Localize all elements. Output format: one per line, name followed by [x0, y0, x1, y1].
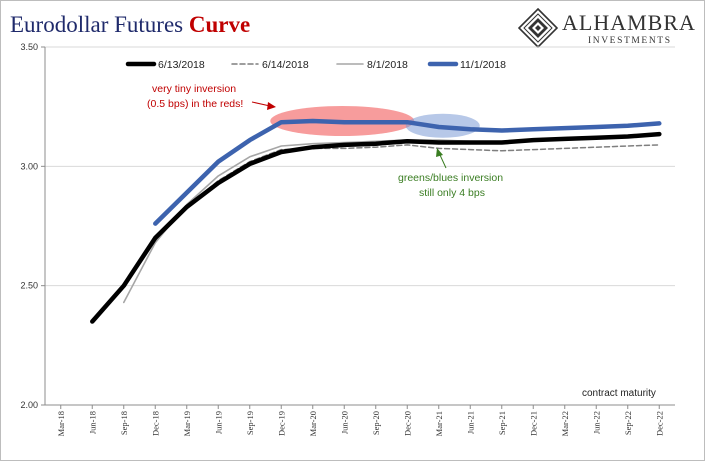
y-tick-label: 3.00 [20, 161, 38, 171]
legend-label-2: 8/1/2018 [367, 59, 408, 71]
x-axis-ticks: Mar-18 Jun-18 Sep-18 Dec-18 Mar-19 Jun-19 Sep-… [56, 405, 664, 436]
x-tick-label: Sep-21 [497, 411, 507, 435]
x-tick-label: Jun-21 [465, 411, 475, 434]
x-tick-label: Mar-21 [434, 411, 444, 436]
title-accent: Curve [188, 12, 251, 37]
y-axis-ticks: 2.00 2.50 3.00 3.50 [20, 42, 45, 410]
alhambra-logo: ALHAMBRA INVESTMENTS [518, 8, 696, 48]
x-tick-label: Dec-20 [402, 411, 412, 436]
x-tick-label: Jun-18 [87, 411, 97, 434]
annotation-red-line-1: very tiny inversion [152, 83, 236, 95]
logo-name: ALHAMBRA [562, 10, 696, 35]
x-tick-label: Mar-20 [308, 411, 318, 436]
annotation-red-arrowhead [267, 102, 276, 110]
x-tick-label: Dec-22 [654, 411, 664, 436]
legend-label-0: 6/13/2018 [158, 59, 205, 71]
x-tick-label: Dec-21 [528, 411, 538, 436]
legend: 6/13/2018 6/14/2018 8/1/2018 11/1/2018 [125, 59, 506, 71]
annotation-green-line-2: still only 4 bps [419, 187, 485, 199]
gridlines [45, 46, 675, 287]
x-tick-label: Sep-20 [371, 411, 381, 435]
x-tick-label: Jun-22 [591, 411, 601, 434]
title-main: Eurodollar Futures [10, 12, 184, 37]
page-title: Eurodollar Futures Curve [10, 12, 250, 38]
x-tick-label: Dec-18 [150, 411, 160, 436]
x-tick-label: Mar-22 [560, 411, 570, 436]
y-tick-label: 2.00 [20, 400, 38, 410]
annotation-green-line-1: greens/blues inversion [398, 172, 503, 184]
x-tick-label: Mar-19 [182, 411, 192, 436]
annotation-green-arrowhead [436, 148, 443, 157]
series-line-0 [90, 131, 662, 324]
series-lines [90, 118, 662, 324]
diamond-logo-icon [518, 8, 558, 48]
y-tick-label: 3.50 [20, 42, 38, 52]
series-line-2 [123, 134, 661, 304]
annotations: very tiny inversion (0.5 bps) in the red… [147, 83, 656, 399]
series-line-3 [153, 118, 662, 226]
series-line-1 [91, 144, 661, 323]
x-tick-label: Dec-19 [276, 411, 286, 436]
logo-subtitle: INVESTMENTS [588, 36, 672, 46]
contract-maturity-note: contract maturity [582, 388, 656, 399]
x-tick-label: Sep-22 [623, 411, 633, 435]
y-tick-label: 2.50 [20, 281, 38, 291]
legend-label-3: 11/1/2018 [460, 59, 506, 71]
annotation-red-arrow [251, 101, 271, 107]
legend-label-1: 6/14/2018 [262, 59, 309, 71]
x-tick-label: Jun-19 [213, 411, 223, 434]
x-tick-label: Sep-19 [245, 411, 255, 435]
x-tick-label: Mar-18 [56, 411, 66, 436]
annotation-red-line-2: (0.5 bps) in the reds! [147, 98, 243, 110]
x-tick-label: Sep-18 [119, 411, 129, 435]
x-tick-label: Jun-20 [339, 411, 349, 434]
annotation-green-arrow [439, 154, 447, 169]
